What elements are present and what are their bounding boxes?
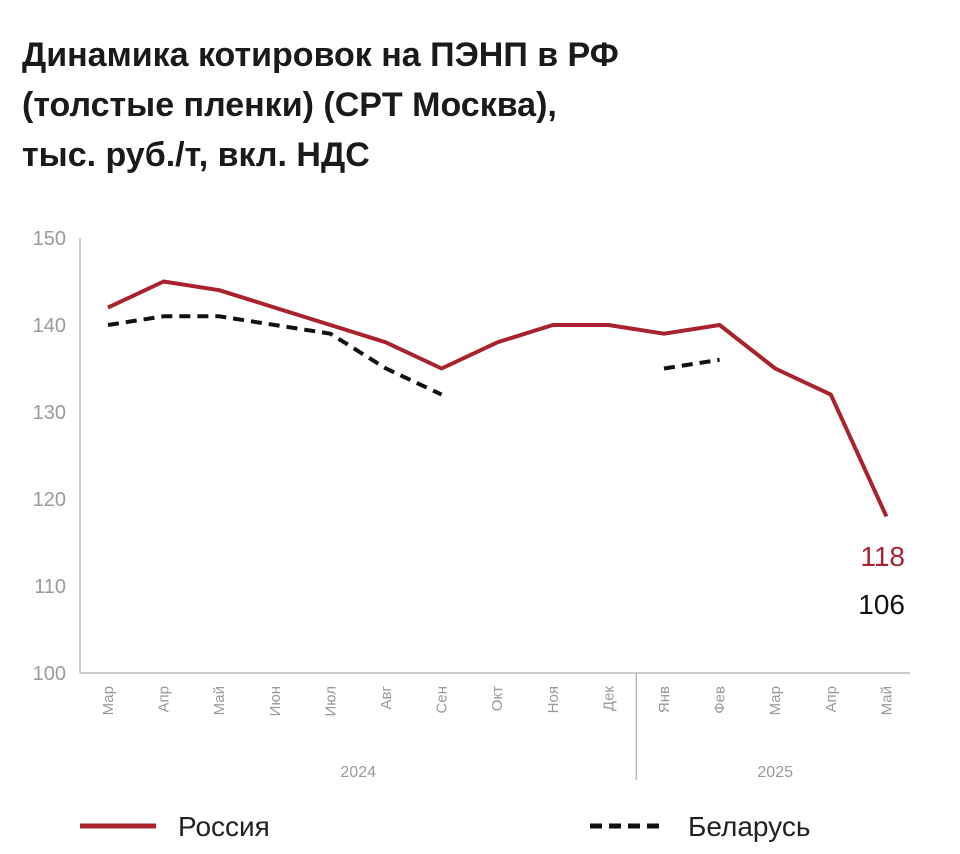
chart-title: Динамика котировок на ПЭНП в РФ (толстые… [22,30,922,180]
title-line-2: (толстые пленки) (CPT Москва), [22,86,557,124]
x-tick-label: Мар [767,686,784,715]
y-tick-label: 100 [33,663,66,685]
x-tick-label: Июл [322,686,339,716]
y-tick-label: 130 [33,402,66,424]
end-labels: 118 106 [858,541,905,620]
x-tick-label: Апр [156,686,173,712]
x-tick-label: Июн [267,686,284,716]
x-tick-label: Сен [434,686,451,713]
title-line-1: Динамика котировок на ПЭНП в РФ [22,36,619,74]
x-tick-label: Фев [712,686,729,714]
series-belarus-line [663,357,720,371]
end-label: 118 [860,541,905,572]
x-tick-label: Авг [378,685,395,709]
year-label: 2025 [757,764,793,781]
x-tick-label: Мар [100,686,117,715]
x-axis-ticks: Мар Апр Май Июн Июл Авг Сен Окт Ноя Дек Янв Фев Мар А… [100,685,895,716]
x-tick-label: Май [211,686,228,715]
y-tick-label: 110 [34,576,66,598]
axes [79,238,910,674]
legend-label: Беларусь [688,811,810,842]
x-tick-label: Апр [823,686,840,712]
series-lines [107,279,889,518]
series-belarus-line [107,314,443,397]
x-tick-label: Янв [656,686,673,713]
y-tick-label: 150 [33,228,66,250]
series-russia-line [107,279,889,518]
year-labels: 2024 2025 [340,673,793,781]
x-tick-label: Ноя [545,686,562,713]
x-tick-label: Окт [489,686,506,711]
x-tick-label: Май [878,686,895,715]
y-tick-label: 140 [33,315,66,337]
legend-label: Россия [178,811,270,842]
end-label: 106 [858,589,905,620]
legend: Россия Беларусь [80,811,810,842]
title-line-3: тыс. руб./т, вкл. НДС [22,136,370,174]
y-axis-ticks: 100 110 120 130 140 150 [33,228,66,685]
x-tick-label: Дек [600,686,617,712]
y-tick-label: 120 [33,489,66,511]
year-label: 2024 [340,764,376,781]
